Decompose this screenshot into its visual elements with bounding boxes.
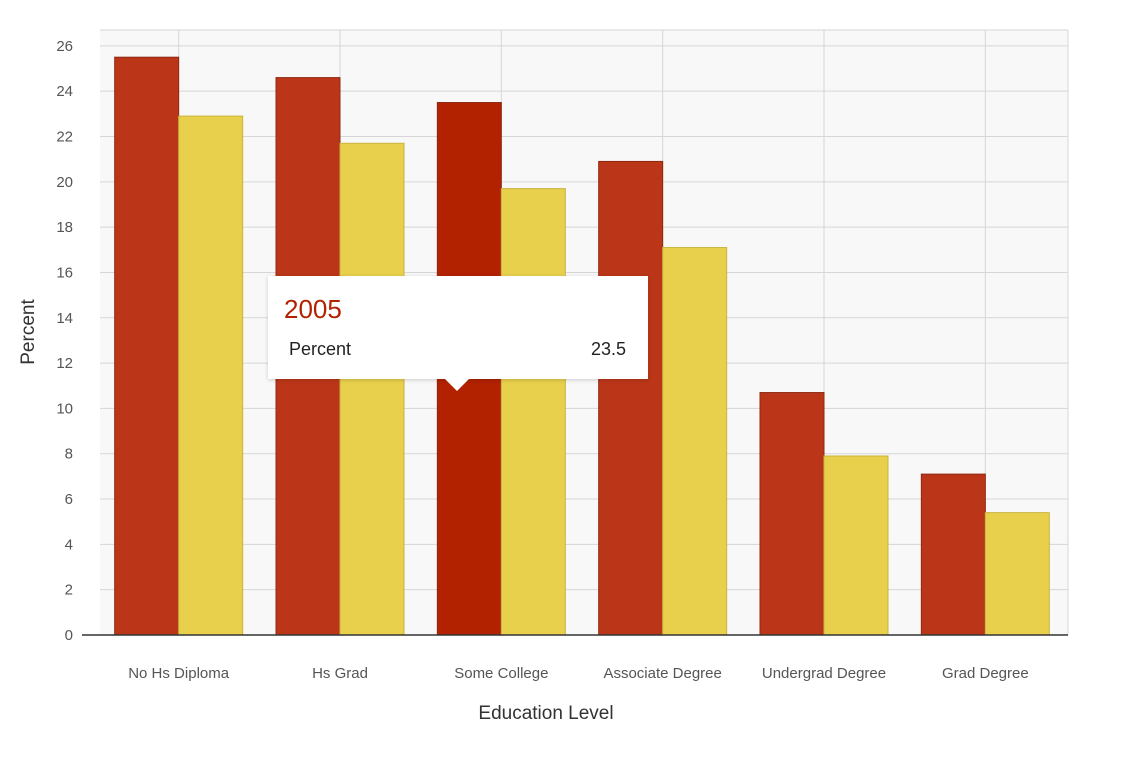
- x-tick-label: Some College: [454, 665, 548, 682]
- bar-series-2-some-college[interactable]: [500, 188, 566, 636]
- y-tick-label: 0: [65, 627, 73, 644]
- y-tick-label: 4: [65, 536, 73, 553]
- bar-series-1-associate-degree[interactable]: [598, 160, 664, 636]
- x-tick-label: No Hs Diploma: [128, 665, 230, 682]
- bar-series-1-undergrad-degree[interactable]: [759, 392, 825, 636]
- tooltip-pointer: [445, 379, 469, 391]
- x-tick-label: Associate Degree: [603, 665, 721, 682]
- bar-series-2-associate-degree[interactable]: [662, 247, 728, 636]
- x-tick-label: Hs Grad: [312, 665, 368, 682]
- y-tick-label: 20: [56, 174, 73, 191]
- y-axis-title: Percent: [18, 299, 39, 365]
- y-tick-label: 12: [56, 355, 73, 372]
- y-tick-label: 22: [56, 128, 73, 145]
- bar-series-1-grad-degree[interactable]: [920, 473, 986, 636]
- y-tick-label: 10: [56, 400, 73, 417]
- tooltip: 2005 Percent 23.5: [268, 276, 648, 391]
- y-tick-label: 26: [56, 38, 73, 55]
- y-tick-label: 18: [56, 219, 73, 236]
- y-tick-label: 14: [56, 310, 73, 327]
- bar-series-2-hs-grad[interactable]: [339, 142, 405, 636]
- bar-series-2-grad-degree[interactable]: [984, 512, 1050, 636]
- x-tick-label: Undergrad Degree: [762, 665, 886, 682]
- tooltip-title: 2005: [284, 294, 342, 324]
- y-tick-label: 2: [65, 582, 73, 599]
- bar-series-2-no-hs-diploma[interactable]: [178, 115, 244, 636]
- y-tick-label: 8: [65, 446, 73, 463]
- tooltip-value: 23.5: [590, 339, 626, 359]
- x-tick-label: Grad Degree: [942, 665, 1029, 682]
- bar-series-1-no-hs-diploma[interactable]: [114, 56, 180, 636]
- y-tick-label: 16: [56, 264, 73, 281]
- x-axis-title: Education Level: [478, 703, 613, 724]
- tooltip-label: Percent: [289, 339, 352, 359]
- bar-series-2-undergrad-degree[interactable]: [823, 455, 889, 636]
- x-axis: No Hs Diploma Hs Grad Some College Associat…: [128, 665, 1028, 682]
- y-tick-label: 6: [65, 491, 73, 508]
- y-tick-label: 24: [56, 83, 73, 100]
